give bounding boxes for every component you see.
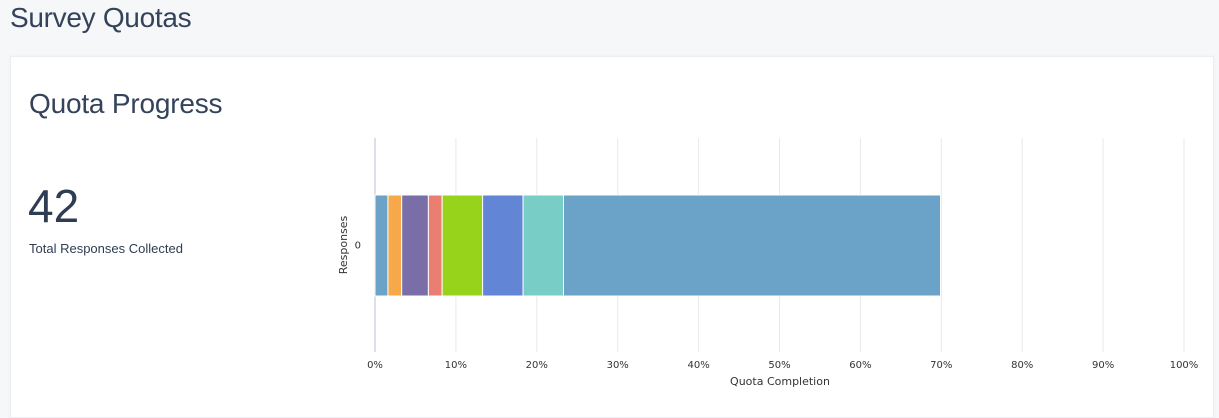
y-tick-label: 0 [355,241,361,252]
x-tick-label: 0% [367,360,383,371]
y-axis-label: Responses [337,215,350,274]
chart-bars [374,194,941,297]
x-tick-label: 90% [1092,360,1114,371]
x-tick-label: 50% [768,360,790,371]
x-tick-label: 60% [849,360,871,371]
x-tick-label: 10% [445,360,467,371]
x-tick-label: 30% [607,360,629,371]
x-axis-label: Quota Completion [730,375,830,388]
bar-segment [522,194,564,297]
bar-segment [401,194,429,297]
bar-segment [374,194,389,297]
chart-axes: 0% 10% 20% 30% 40% 50% 60% 70% 80% 90% 100% 0 [355,241,1199,372]
bar-segment [441,194,484,297]
bar-segment [427,194,443,297]
x-tick-label: 80% [1011,360,1033,371]
quota-progress-chart: 0% 10% 20% 30% 40% 50% 60% 70% 80% 90% 100% 0 Respo… [337,138,1199,388]
page-title: Survey Quotas [10,2,192,33]
card-title: Quota Progress [29,88,223,119]
x-tick-label: 40% [687,360,709,371]
total-responses-value: 42 [28,180,80,232]
bar-segment [387,194,403,297]
x-tick-label: 100% [1170,360,1199,371]
total-responses-label: Total Responses Collected [29,241,183,256]
x-tick-label: 20% [526,360,548,371]
x-tick-label: 70% [930,360,952,371]
bar-segment [482,194,524,297]
bar-segment [562,194,941,297]
